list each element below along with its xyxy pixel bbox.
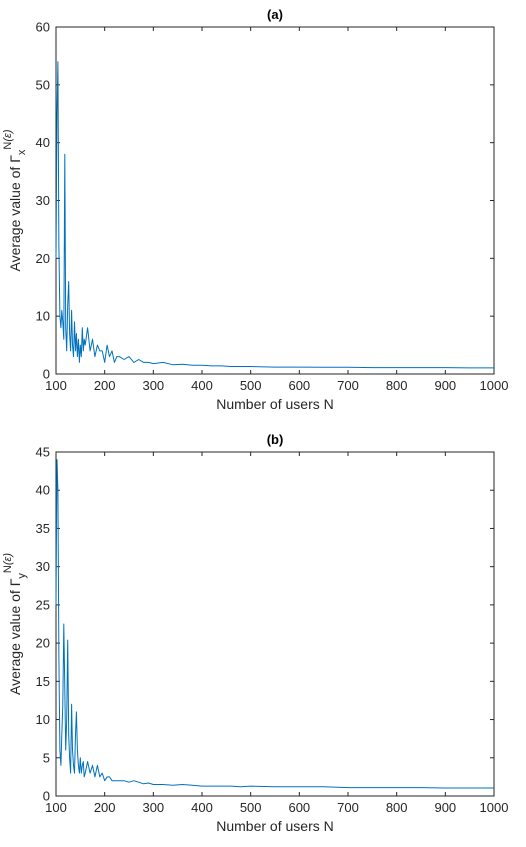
y-tick-label: 10 — [36, 712, 50, 727]
y-axis-label-sub: x — [16, 149, 28, 155]
y-tick-label: 0 — [43, 789, 50, 804]
series-line — [55, 61, 494, 369]
x-tick-label: 100 — [45, 800, 67, 815]
series-line — [55, 459, 494, 789]
x-tick-label: 1000 — [480, 800, 509, 815]
y-axis-label: Average value of ΓyN(ε) — [2, 553, 28, 695]
x-tick-label: 700 — [337, 378, 359, 393]
x-tick-label: 300 — [142, 378, 164, 393]
x-tick-label: 500 — [240, 378, 262, 393]
y-tick-label: 40 — [36, 135, 50, 150]
chart-title: (a) — [267, 7, 283, 22]
y-tick-label: 10 — [36, 309, 50, 324]
x-tick-label: 200 — [94, 378, 116, 393]
y-axis-label-sub: y — [16, 573, 28, 579]
y-tick-label: 15 — [36, 674, 50, 689]
x-tick-label: 300 — [142, 800, 164, 815]
x-tick-label: 600 — [288, 800, 310, 815]
y-axis-label-main: Average value of Γ — [7, 155, 23, 272]
y-tick-label: 20 — [36, 636, 50, 651]
y-tick-label: 40 — [36, 483, 50, 498]
y-tick-label: 45 — [36, 445, 50, 460]
y-tick-label: 25 — [36, 597, 50, 612]
x-tick-label: 800 — [386, 378, 408, 393]
y-axis-label-sup-arg: (ε) — [2, 129, 14, 141]
chart-panel-0: 100 200 300 400 500 600 700 800 900 1000 0 10 20 30 40… — [2, 7, 508, 412]
x-tick-label: 900 — [434, 800, 456, 815]
y-tick-label: 30 — [36, 559, 50, 574]
x-tick-label: 800 — [386, 800, 408, 815]
y-tick-label: 5 — [43, 750, 50, 765]
chart-title: (b) — [267, 432, 284, 447]
x-tick-label: 400 — [191, 378, 213, 393]
x-tick-label: 500 — [240, 800, 262, 815]
y-tick-label: 60 — [36, 20, 50, 35]
x-tick-label: 700 — [337, 800, 359, 815]
x-tick-label: 100 — [45, 378, 67, 393]
x-tick-label: 900 — [434, 378, 456, 393]
y-tick-label: 50 — [36, 77, 50, 92]
x-axis-label: Number of users N — [216, 818, 333, 834]
x-tick-label: 1000 — [480, 378, 509, 393]
y-axis-label-sup: N — [2, 565, 14, 573]
x-tick-label: 400 — [191, 800, 213, 815]
y-axis-label-main: Average value of Γ — [7, 578, 23, 695]
plot-area-frame — [55, 26, 495, 375]
y-tick-label: 35 — [36, 521, 50, 536]
y-axis-label-sup: N — [2, 142, 14, 150]
y-axis-label-sup-arg: (ε) — [2, 553, 14, 565]
x-tick-label: 200 — [94, 800, 116, 815]
y-tick-label: 0 — [43, 367, 50, 382]
y-axis-label: Average value of ΓxN(ε) — [2, 129, 28, 271]
x-tick-label: 600 — [288, 378, 310, 393]
x-axis-label: Number of users N — [216, 396, 333, 412]
y-tick-label: 20 — [36, 251, 50, 266]
chart-panel-1: 100 200 300 400 500 600 700 800 900 1000 0 5 10 15 20 2… — [2, 432, 508, 834]
y-tick-label: 30 — [36, 193, 50, 208]
plot-area-frame — [55, 451, 495, 797]
